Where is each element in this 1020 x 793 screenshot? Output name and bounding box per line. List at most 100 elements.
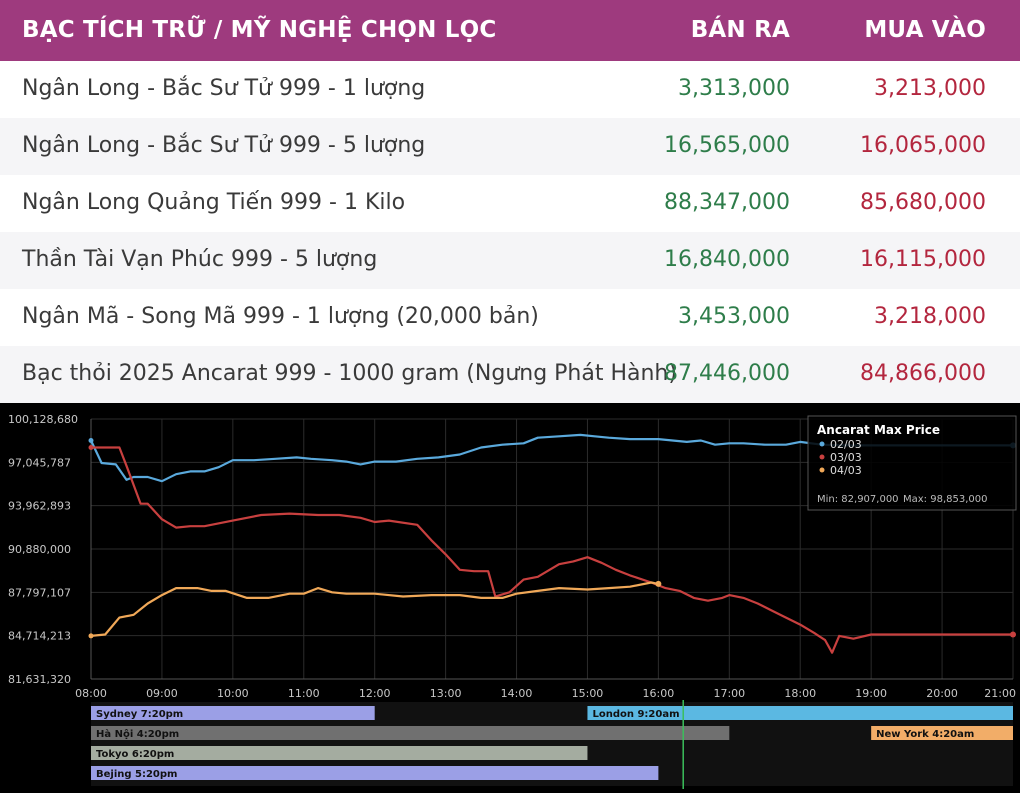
data-point	[799, 441, 802, 443]
legend-title: Ancarat Max Price	[817, 423, 940, 437]
legend-entry: 03/03	[830, 451, 862, 464]
data-point	[898, 633, 901, 636]
sell-price: 16,565,000	[664, 133, 790, 158]
data-point	[437, 456, 440, 459]
data-point	[260, 514, 263, 516]
series-start-marker	[88, 633, 94, 639]
data-point	[558, 435, 560, 438]
data-point	[115, 463, 117, 466]
x-tick-label: 08:00	[75, 687, 107, 700]
data-point	[359, 516, 362, 519]
product-name: Ngân Mã - Song Mã 999 - 1 lượng (20,000 …	[22, 304, 539, 329]
data-point	[831, 651, 833, 654]
data-point	[146, 476, 149, 478]
data-point	[657, 438, 660, 440]
data-point	[785, 616, 787, 619]
x-tick-label: 15:00	[572, 687, 604, 700]
data-point	[388, 519, 390, 522]
data-point	[459, 569, 461, 571]
data-point	[678, 590, 681, 592]
x-tick-label: 12:00	[359, 687, 391, 700]
data-point	[508, 591, 511, 594]
data-point	[430, 539, 433, 542]
data-point	[246, 597, 248, 599]
data-point	[714, 443, 716, 446]
data-point	[480, 597, 482, 599]
data-point	[941, 633, 943, 636]
session-bar	[91, 706, 375, 720]
data-point	[459, 453, 461, 456]
data-point	[373, 460, 376, 463]
table-row: Ngân Long - Bắc Sư Tử 999 - 1 lượng 3,31…	[0, 61, 1020, 118]
data-point	[118, 616, 121, 619]
data-point	[295, 456, 298, 459]
data-point	[100, 462, 103, 464]
session-label: Bejing 5:20pm	[96, 769, 177, 780]
sell-price: 88,347,000	[664, 190, 790, 215]
data-point	[125, 464, 128, 467]
data-point	[118, 446, 121, 449]
table-row: Bạc thỏi 2025 Ancarat 999 - 1000 gram (N…	[0, 346, 1020, 403]
product-name: Thần Tài Vạn Phúc 999 - 5 lượng	[22, 247, 378, 272]
data-point	[501, 443, 504, 446]
data-point	[345, 460, 348, 463]
data-point	[558, 587, 560, 589]
data-point	[430, 594, 433, 596]
data-point	[558, 563, 560, 565]
y-tick-label: 87,797,107	[8, 586, 71, 599]
data-point	[310, 457, 312, 460]
legend-swatch	[819, 467, 825, 473]
x-tick-label: 14:00	[501, 687, 533, 700]
buy-price: 16,065,000	[860, 133, 986, 158]
data-point	[480, 446, 482, 449]
data-point	[288, 512, 291, 515]
data-point	[728, 594, 731, 596]
data-point	[572, 560, 575, 563]
product-name: Ngân Long - Bắc Sư Tử 999 - 1 lượng	[22, 76, 426, 101]
data-point	[707, 599, 709, 602]
data-point	[161, 518, 163, 521]
data-point	[203, 525, 206, 528]
data-point	[693, 597, 695, 599]
product-name: Bạc thỏi 2025 Ancarat 999 - 1000 gram (N…	[22, 361, 677, 386]
series-end-marker	[1010, 631, 1016, 638]
session-label: Tokyo 6:20pm	[96, 749, 174, 760]
x-tick-label: 20:00	[926, 687, 958, 700]
data-point	[629, 574, 631, 577]
x-tick-label: 13:00	[430, 687, 462, 700]
data-point	[607, 436, 610, 439]
data-point	[161, 480, 163, 483]
data-point	[501, 597, 504, 599]
data-point	[132, 476, 135, 478]
x-tick-label: 11:00	[288, 687, 320, 700]
table-title: BẠC TÍCH TRỮ / MỸ NGHỆ CHỌN LỌC	[22, 17, 497, 43]
series-line-03-03	[91, 446, 1013, 654]
buy-price: 85,680,000	[860, 190, 986, 215]
data-point	[522, 442, 525, 445]
data-point	[302, 592, 305, 595]
data-point	[444, 553, 447, 556]
data-point	[331, 591, 333, 594]
sell-price: 3,453,000	[678, 304, 790, 329]
data-point	[395, 460, 397, 463]
data-point	[515, 592, 518, 595]
data-point	[402, 595, 404, 598]
data-point	[763, 443, 766, 446]
buy-column-header: MUA VÀO	[864, 17, 986, 43]
data-point	[189, 525, 192, 528]
session-bar	[587, 706, 1013, 720]
data-point	[593, 435, 596, 438]
data-point	[824, 639, 826, 641]
data-point	[537, 590, 539, 592]
data-point	[537, 436, 539, 439]
data-point	[125, 479, 128, 481]
buy-price: 16,115,000	[860, 247, 986, 272]
data-point	[799, 623, 802, 626]
data-point	[189, 470, 192, 473]
data-point	[359, 463, 362, 466]
data-point	[579, 434, 582, 436]
sell-price: 3,313,000	[678, 76, 790, 101]
legend-max: Max: 98,853,000	[903, 494, 987, 505]
data-point	[700, 439, 702, 442]
y-tick-label: 90,880,000	[8, 543, 71, 556]
